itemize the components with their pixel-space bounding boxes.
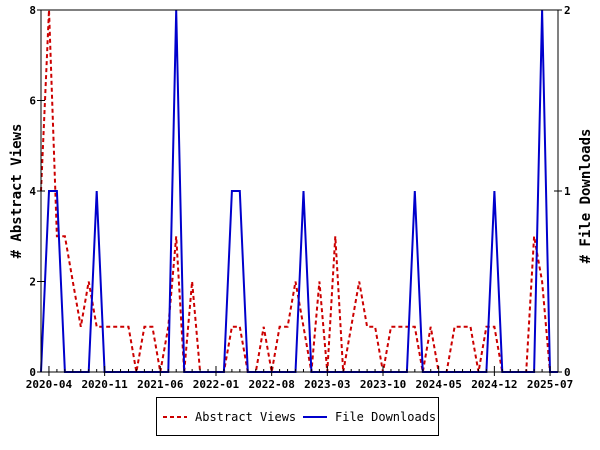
legend-item-abstract-views: Abstract Views (163, 410, 296, 424)
y-right-tick-label: 2 (564, 4, 571, 17)
axis-ticks (37, 9, 562, 376)
y-left-tick-label: 4 (29, 185, 36, 198)
plot-frame (40, 9, 559, 373)
x-tick-label: 2024-12 (471, 378, 517, 391)
legend-label-abstract-views: Abstract Views (195, 410, 297, 424)
legend-swatch-solid-blue (303, 416, 327, 418)
x-tick-label: 2022-01 (193, 378, 240, 391)
legend-swatch-dashed-red (163, 416, 187, 418)
series-line-file-downloads (40, 9, 558, 373)
y-axis-right-title: # File Downloads (578, 129, 594, 264)
y-left-tick-label: 2 (29, 276, 36, 289)
y-right-tick-label: 1 (564, 185, 571, 198)
plot-lines (40, 9, 558, 373)
tick-labels: 0 2 4 6 8 0 1 2 2020-04 2020-11 2021-06 2022-01 2022… (26, 4, 573, 391)
x-tick-label: 2020-04 (26, 378, 73, 391)
series-line-abstract-views (40, 9, 558, 373)
x-tick-label: 2020-11 (81, 378, 128, 391)
y-left-tick-label: 0 (29, 366, 36, 379)
legend-item-file-downloads: File Downloads (303, 410, 436, 424)
legend: Abstract Views File Downloads (156, 397, 439, 436)
y-right-tick-label: 0 (564, 366, 571, 379)
legend-label-file-downloads: File Downloads (335, 410, 437, 424)
x-tick-label: 2023-10 (360, 378, 406, 391)
y-left-tick-label: 8 (29, 4, 36, 17)
x-tick-label: 2021-06 (137, 378, 184, 391)
y-left-tick-label: 6 (29, 95, 36, 108)
x-tick-label: 2022-08 (248, 378, 294, 391)
x-tick-label: 2025-07 (527, 378, 573, 391)
x-tick-label: 2023-03 (304, 378, 350, 391)
x-tick-label: 2024-05 (416, 378, 462, 391)
y-axis-left-title: # Abstract Views (9, 124, 25, 259)
